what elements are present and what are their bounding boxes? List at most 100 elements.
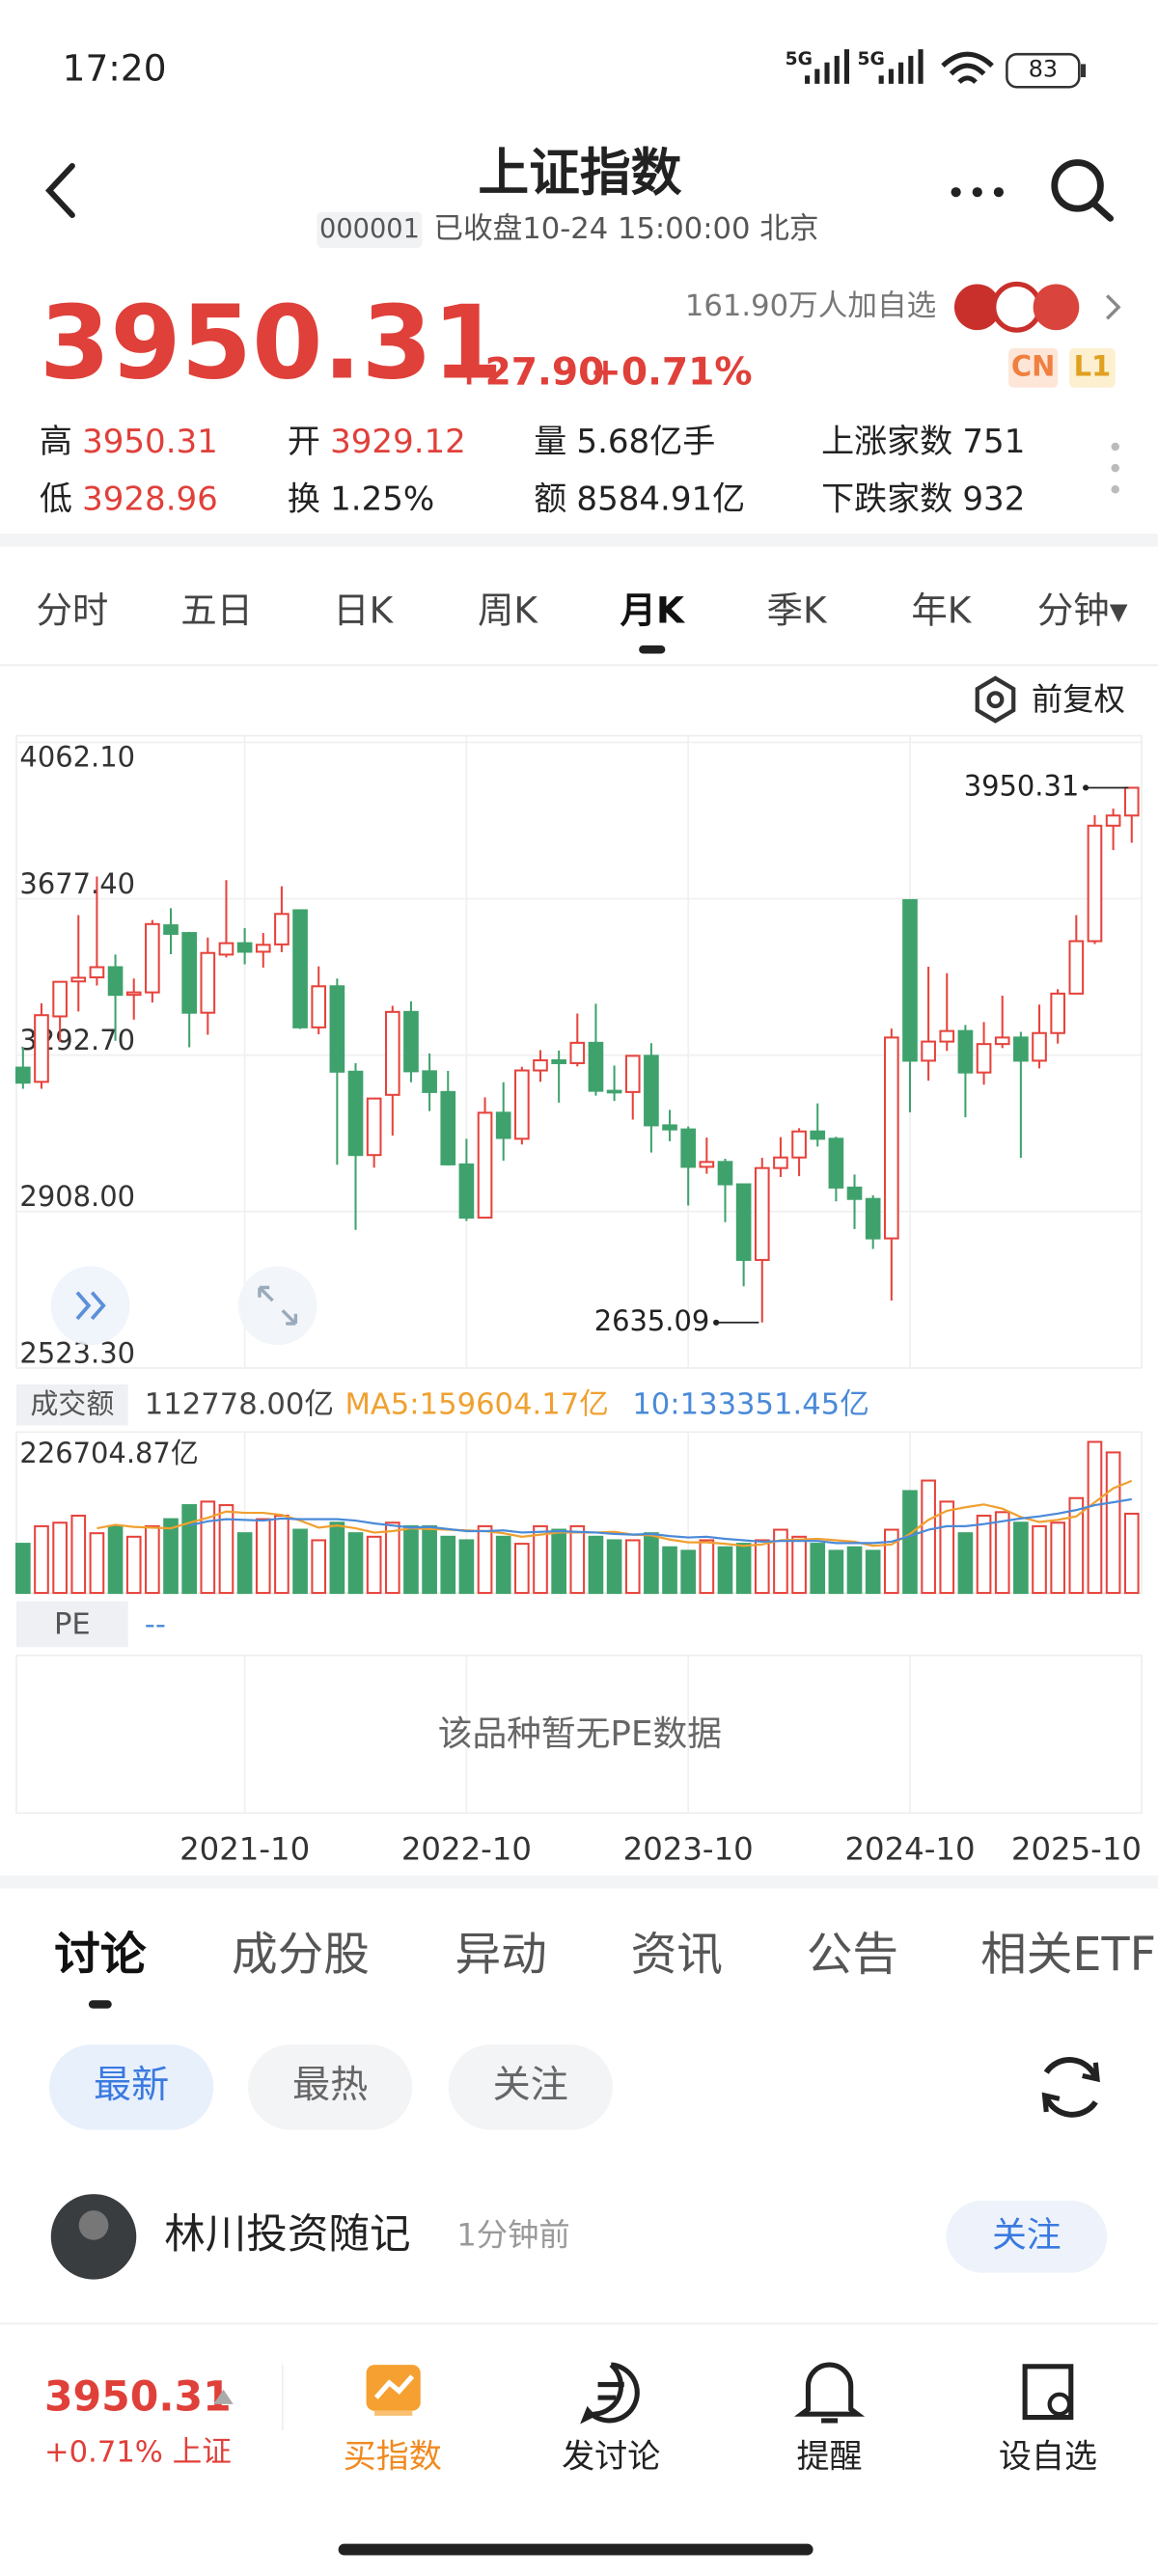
candle-body xyxy=(624,1055,641,1093)
period-tab[interactable]: 五日 xyxy=(180,589,253,631)
follow-label: 关注 xyxy=(992,2215,1061,2255)
volume-bar xyxy=(773,1528,788,1595)
content-tab[interactable]: 资讯 xyxy=(631,1929,723,1982)
volume-bar xyxy=(15,1543,31,1595)
candle-body xyxy=(791,1130,807,1159)
stats-more[interactable] xyxy=(1111,442,1119,494)
filter-pill[interactable] xyxy=(448,2044,613,2130)
extreme-dot xyxy=(713,1319,720,1326)
volume-legend: 112778.00亿 xyxy=(145,1388,334,1422)
action-label[interactable]: 发讨论 xyxy=(562,2438,660,2477)
post-time: 1分钟前 xyxy=(456,2216,570,2253)
tab-indicator xyxy=(88,2000,112,2009)
search-button[interactable] xyxy=(1051,159,1115,222)
volume-bar xyxy=(624,1539,641,1595)
legend-box xyxy=(16,1384,128,1426)
ma10-legend: 10:133351.45亿 xyxy=(632,1388,869,1422)
volume-bar xyxy=(218,1504,234,1595)
candle-body xyxy=(422,1070,437,1093)
content-tab[interactable]: 公告 xyxy=(807,1929,898,1982)
candle-body xyxy=(865,1197,881,1240)
candle-body xyxy=(846,1186,863,1200)
action-label[interactable]: 买指数 xyxy=(344,2438,442,2477)
stat-label: 换 xyxy=(288,480,320,519)
refresh-button[interactable] xyxy=(1041,2057,1100,2118)
volume-bar xyxy=(994,1511,1010,1595)
candle-body xyxy=(163,924,179,935)
follower-avatars[interactable] xyxy=(953,281,1080,333)
volume-bar xyxy=(34,1524,49,1595)
volume-bar xyxy=(828,1549,844,1595)
period-tab[interactable]: 月K xyxy=(620,589,686,631)
volume-bar xyxy=(495,1535,511,1595)
content-tab[interactable]: 成分股 xyxy=(232,1929,370,1982)
extreme-label: 3950.31 xyxy=(964,769,1080,802)
period-tab[interactable]: 分时 xyxy=(36,589,108,631)
extreme-label: 2635.09 xyxy=(594,1304,710,1337)
moving-average-line xyxy=(188,1497,1132,1545)
x-tick-label: 2025-10 xyxy=(1011,1830,1142,1867)
filter-pill[interactable] xyxy=(49,2044,214,2130)
volume-bar xyxy=(902,1490,918,1595)
section-divider xyxy=(0,1875,1158,1889)
volume-bar xyxy=(70,1514,87,1595)
network-label: 5G xyxy=(858,49,885,69)
badge-bg xyxy=(1069,347,1116,388)
battery xyxy=(1006,52,1081,89)
battery-tip xyxy=(1081,64,1087,78)
period-tab[interactable]: 分钟▾ xyxy=(1037,589,1128,631)
action-label[interactable]: 提醒 xyxy=(797,2438,863,2477)
stat-label: 下跌家数 xyxy=(821,480,952,519)
bottom-change: +0.71% 上证 xyxy=(44,2436,232,2470)
expand-buttons[interactable] xyxy=(50,1266,317,1346)
candle-body xyxy=(236,942,253,953)
period-tab[interactable]: 周K xyxy=(478,589,538,631)
volume-bar xyxy=(569,1524,586,1595)
price-change-pct: +0.71% xyxy=(590,351,753,395)
period-tab[interactable]: 日K xyxy=(333,589,394,631)
content-tab[interactable]: 讨论 xyxy=(54,1929,147,1982)
volume-bar xyxy=(200,1500,216,1595)
volume-bar xyxy=(717,1546,733,1595)
candle-body xyxy=(1050,992,1065,1034)
candle-body xyxy=(810,1130,826,1140)
stat-value: 3928.96 xyxy=(82,480,218,519)
content-tab[interactable]: 异动 xyxy=(455,1929,547,1982)
stat-value: 932 xyxy=(962,480,1025,519)
volume-bar xyxy=(588,1535,604,1595)
candle-body xyxy=(89,966,105,979)
pe-panel xyxy=(15,1654,1143,1815)
volume-bar xyxy=(865,1549,881,1595)
period-tab[interactable]: 年K xyxy=(911,589,972,631)
x-tick-label: 2021-10 xyxy=(179,1830,310,1867)
candle-body xyxy=(976,1043,992,1074)
follow-button[interactable] xyxy=(946,2200,1108,2273)
candle-body xyxy=(292,909,308,1028)
candle-body xyxy=(440,1090,456,1165)
volume-bar xyxy=(477,1524,493,1595)
volume-bar xyxy=(551,1528,566,1595)
filter-pill[interactable] xyxy=(248,2044,413,2130)
more-button[interactable] xyxy=(951,187,1004,198)
volume-bar xyxy=(699,1539,715,1595)
volume-bar xyxy=(1068,1496,1085,1595)
volume-bar xyxy=(1013,1521,1029,1595)
volume-bar xyxy=(846,1546,863,1595)
volume-bar xyxy=(791,1535,807,1595)
back-button[interactable] xyxy=(44,162,75,218)
content-tab[interactable]: 相关ETF xyxy=(980,1929,1156,1982)
adjust-button[interactable]: 前复权 xyxy=(975,675,1125,724)
post-author[interactable]: 林川投资随记 xyxy=(164,2211,410,2259)
page-title: 上证指数 xyxy=(478,144,681,203)
action-label[interactable]: 设自选 xyxy=(999,2438,1097,2477)
expand-arrow[interactable] xyxy=(213,2389,234,2404)
volume-bar xyxy=(1123,1512,1140,1595)
y-tick-label: 226704.87亿 xyxy=(19,1437,198,1469)
stat-value: 751 xyxy=(962,423,1025,461)
volume-bar xyxy=(403,1524,419,1595)
stat-label: 低 xyxy=(40,480,72,519)
volume-bar xyxy=(514,1543,530,1595)
volume-bar xyxy=(440,1535,456,1595)
volume-bar xyxy=(107,1524,124,1595)
period-tab[interactable]: 季K xyxy=(767,589,828,631)
